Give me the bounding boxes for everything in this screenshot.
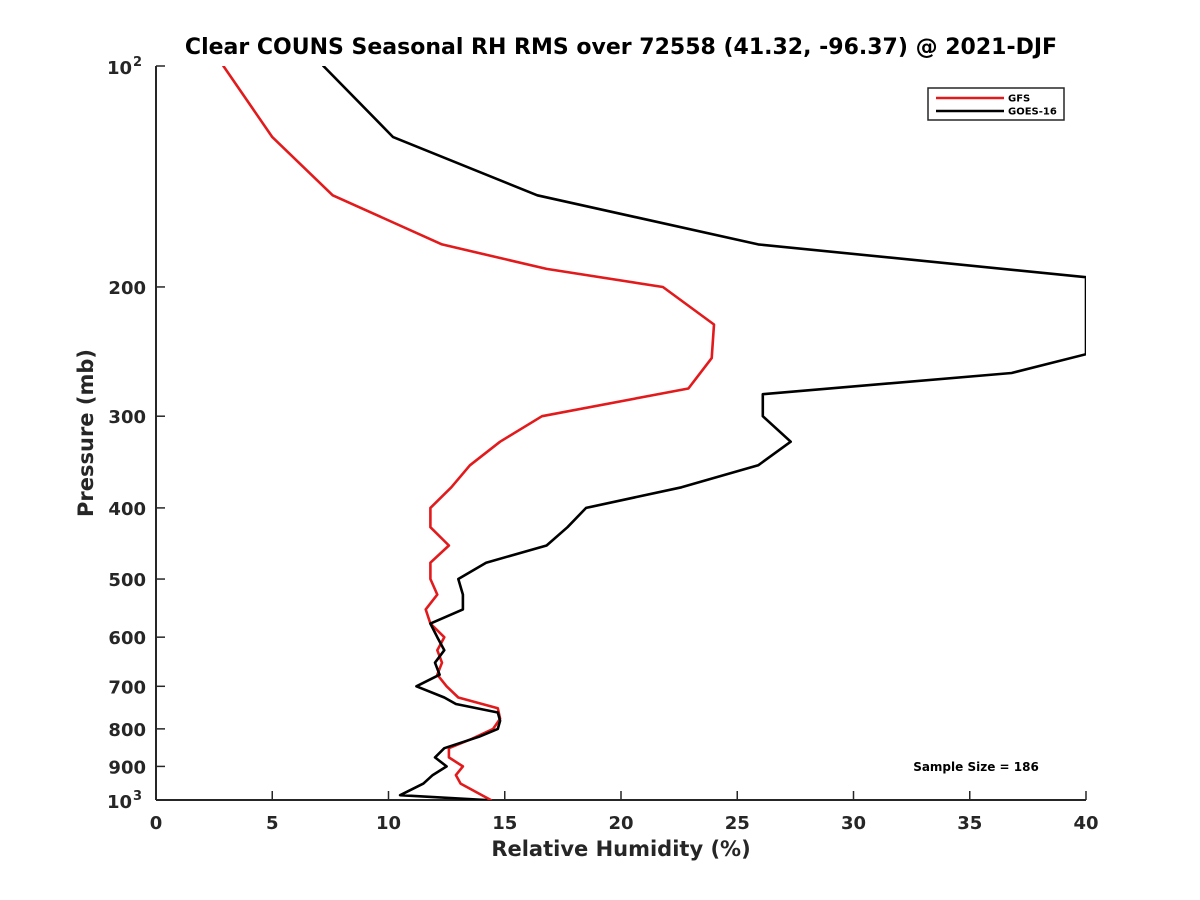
series-layer bbox=[222, 66, 1086, 800]
x-tick-label: 15 bbox=[492, 813, 517, 834]
legend-box bbox=[927, 87, 1065, 121]
x-tick-label: 30 bbox=[841, 813, 866, 834]
chart-title: Clear COUNS Seasonal RH RMS over 72558 (… bbox=[185, 35, 1057, 60]
x-tick-label: 5 bbox=[266, 813, 279, 834]
x-tick-label: 0 bbox=[150, 813, 163, 834]
x-tick-label: 40 bbox=[1073, 813, 1098, 834]
x-axis-ticks: 0 5 10 15 20 25 30 35 40 bbox=[150, 791, 1099, 834]
x-tick-label: 25 bbox=[725, 813, 750, 834]
legend: GFS GOES-16 bbox=[927, 87, 1065, 121]
y-tick-label: 400 bbox=[108, 499, 146, 520]
y-tick-label-exponent: 3 bbox=[133, 789, 142, 804]
x-axis-title: Relative Humidity (%) bbox=[491, 837, 750, 861]
y-tick-label: 800 bbox=[108, 720, 146, 741]
x-tick-label: 20 bbox=[608, 813, 633, 834]
sample-size-annotation: Sample Size = 186 bbox=[913, 760, 1039, 774]
y-tick-label: 500 bbox=[108, 570, 146, 591]
y-tick-label: 300 bbox=[108, 407, 146, 428]
y-tick-label-exponent: 2 bbox=[133, 55, 142, 70]
axes bbox=[155, 66, 1086, 801]
legend-label-gfs: GFS bbox=[1008, 94, 1030, 105]
y-tick-label-power: 10 bbox=[107, 58, 132, 79]
y-tick-label: 900 bbox=[108, 757, 146, 778]
x-tick-label: 10 bbox=[376, 813, 401, 834]
y-tick-label: 200 bbox=[108, 278, 146, 299]
legend-label-goes-16: GOES-16 bbox=[1008, 107, 1057, 118]
y-axis-title: Pressure (mb) bbox=[74, 349, 98, 517]
y-tick-label: 700 bbox=[108, 677, 146, 698]
y-tick-label-power: 10 bbox=[107, 792, 132, 813]
series-line-goes-16 bbox=[322, 66, 1086, 800]
series-line-gfs bbox=[222, 66, 716, 800]
y-tick-label: 600 bbox=[108, 628, 146, 649]
x-tick-label: 35 bbox=[957, 813, 982, 834]
